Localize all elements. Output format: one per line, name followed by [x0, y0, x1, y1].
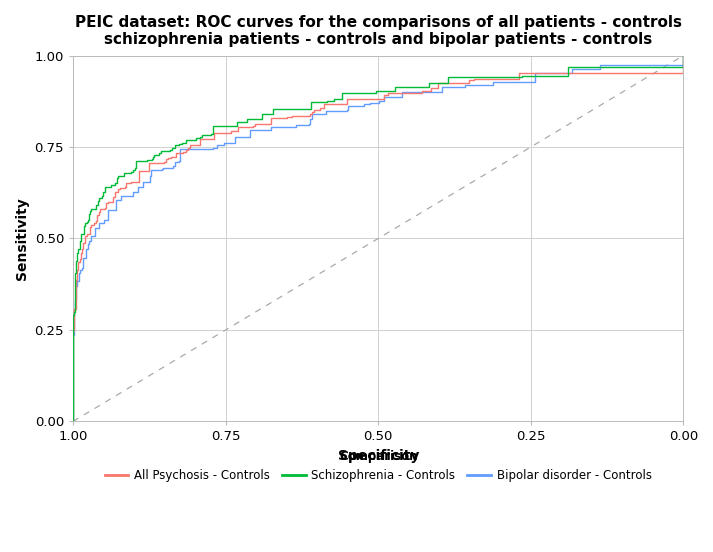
All Psychosis - Controls — [95, 209, 103, 215]
Legend: All Psychosis - Controls, Schizophrenia - Controls, Bipolar disorder - Controls: All Psychosis - Controls, Schizophrenia … — [100, 445, 657, 487]
Schizophrenia - Controls — [129, 169, 138, 176]
All Psychosis - Controls — [69, 418, 78, 424]
Bipolar disorder - Controls — [679, 52, 687, 59]
Bipolar disorder - Controls — [80, 254, 88, 261]
All Psychosis - Controls — [290, 113, 299, 119]
All Psychosis - Controls — [164, 155, 173, 162]
Schizophrenia - Controls — [73, 250, 81, 256]
Y-axis label: Sensitivity: Sensitivity — [15, 197, 29, 280]
Bipolar disorder - Controls — [69, 418, 78, 424]
Bipolar disorder - Controls — [596, 65, 605, 72]
Title: PEIC dataset: ROC curves for the comparisons of all patients - controls
schizoph: PEIC dataset: ROC curves for the compari… — [75, 15, 682, 47]
All Psychosis - Controls — [124, 180, 133, 187]
Bipolar disorder - Controls — [71, 297, 79, 304]
X-axis label: Specificity: Specificity — [337, 449, 419, 463]
Schizophrenia - Controls — [77, 237, 86, 244]
Bipolar disorder - Controls — [76, 267, 84, 273]
Schizophrenia - Controls — [679, 52, 687, 59]
Bipolar disorder - Controls — [152, 167, 160, 174]
Line: Schizophrenia - Controls: Schizophrenia - Controls — [73, 56, 683, 421]
Line: All Psychosis - Controls: All Psychosis - Controls — [73, 56, 683, 421]
Schizophrenia - Controls — [269, 111, 277, 118]
All Psychosis - Controls — [72, 277, 81, 283]
All Psychosis - Controls — [135, 168, 143, 174]
Bipolar disorder - Controls — [364, 100, 373, 107]
Schizophrenia - Controls — [97, 195, 106, 201]
Line: Bipolar disorder - Controls: Bipolar disorder - Controls — [73, 56, 683, 421]
Schizophrenia - Controls — [91, 206, 100, 213]
Schizophrenia - Controls — [69, 418, 78, 424]
All Psychosis - Controls — [679, 52, 687, 59]
